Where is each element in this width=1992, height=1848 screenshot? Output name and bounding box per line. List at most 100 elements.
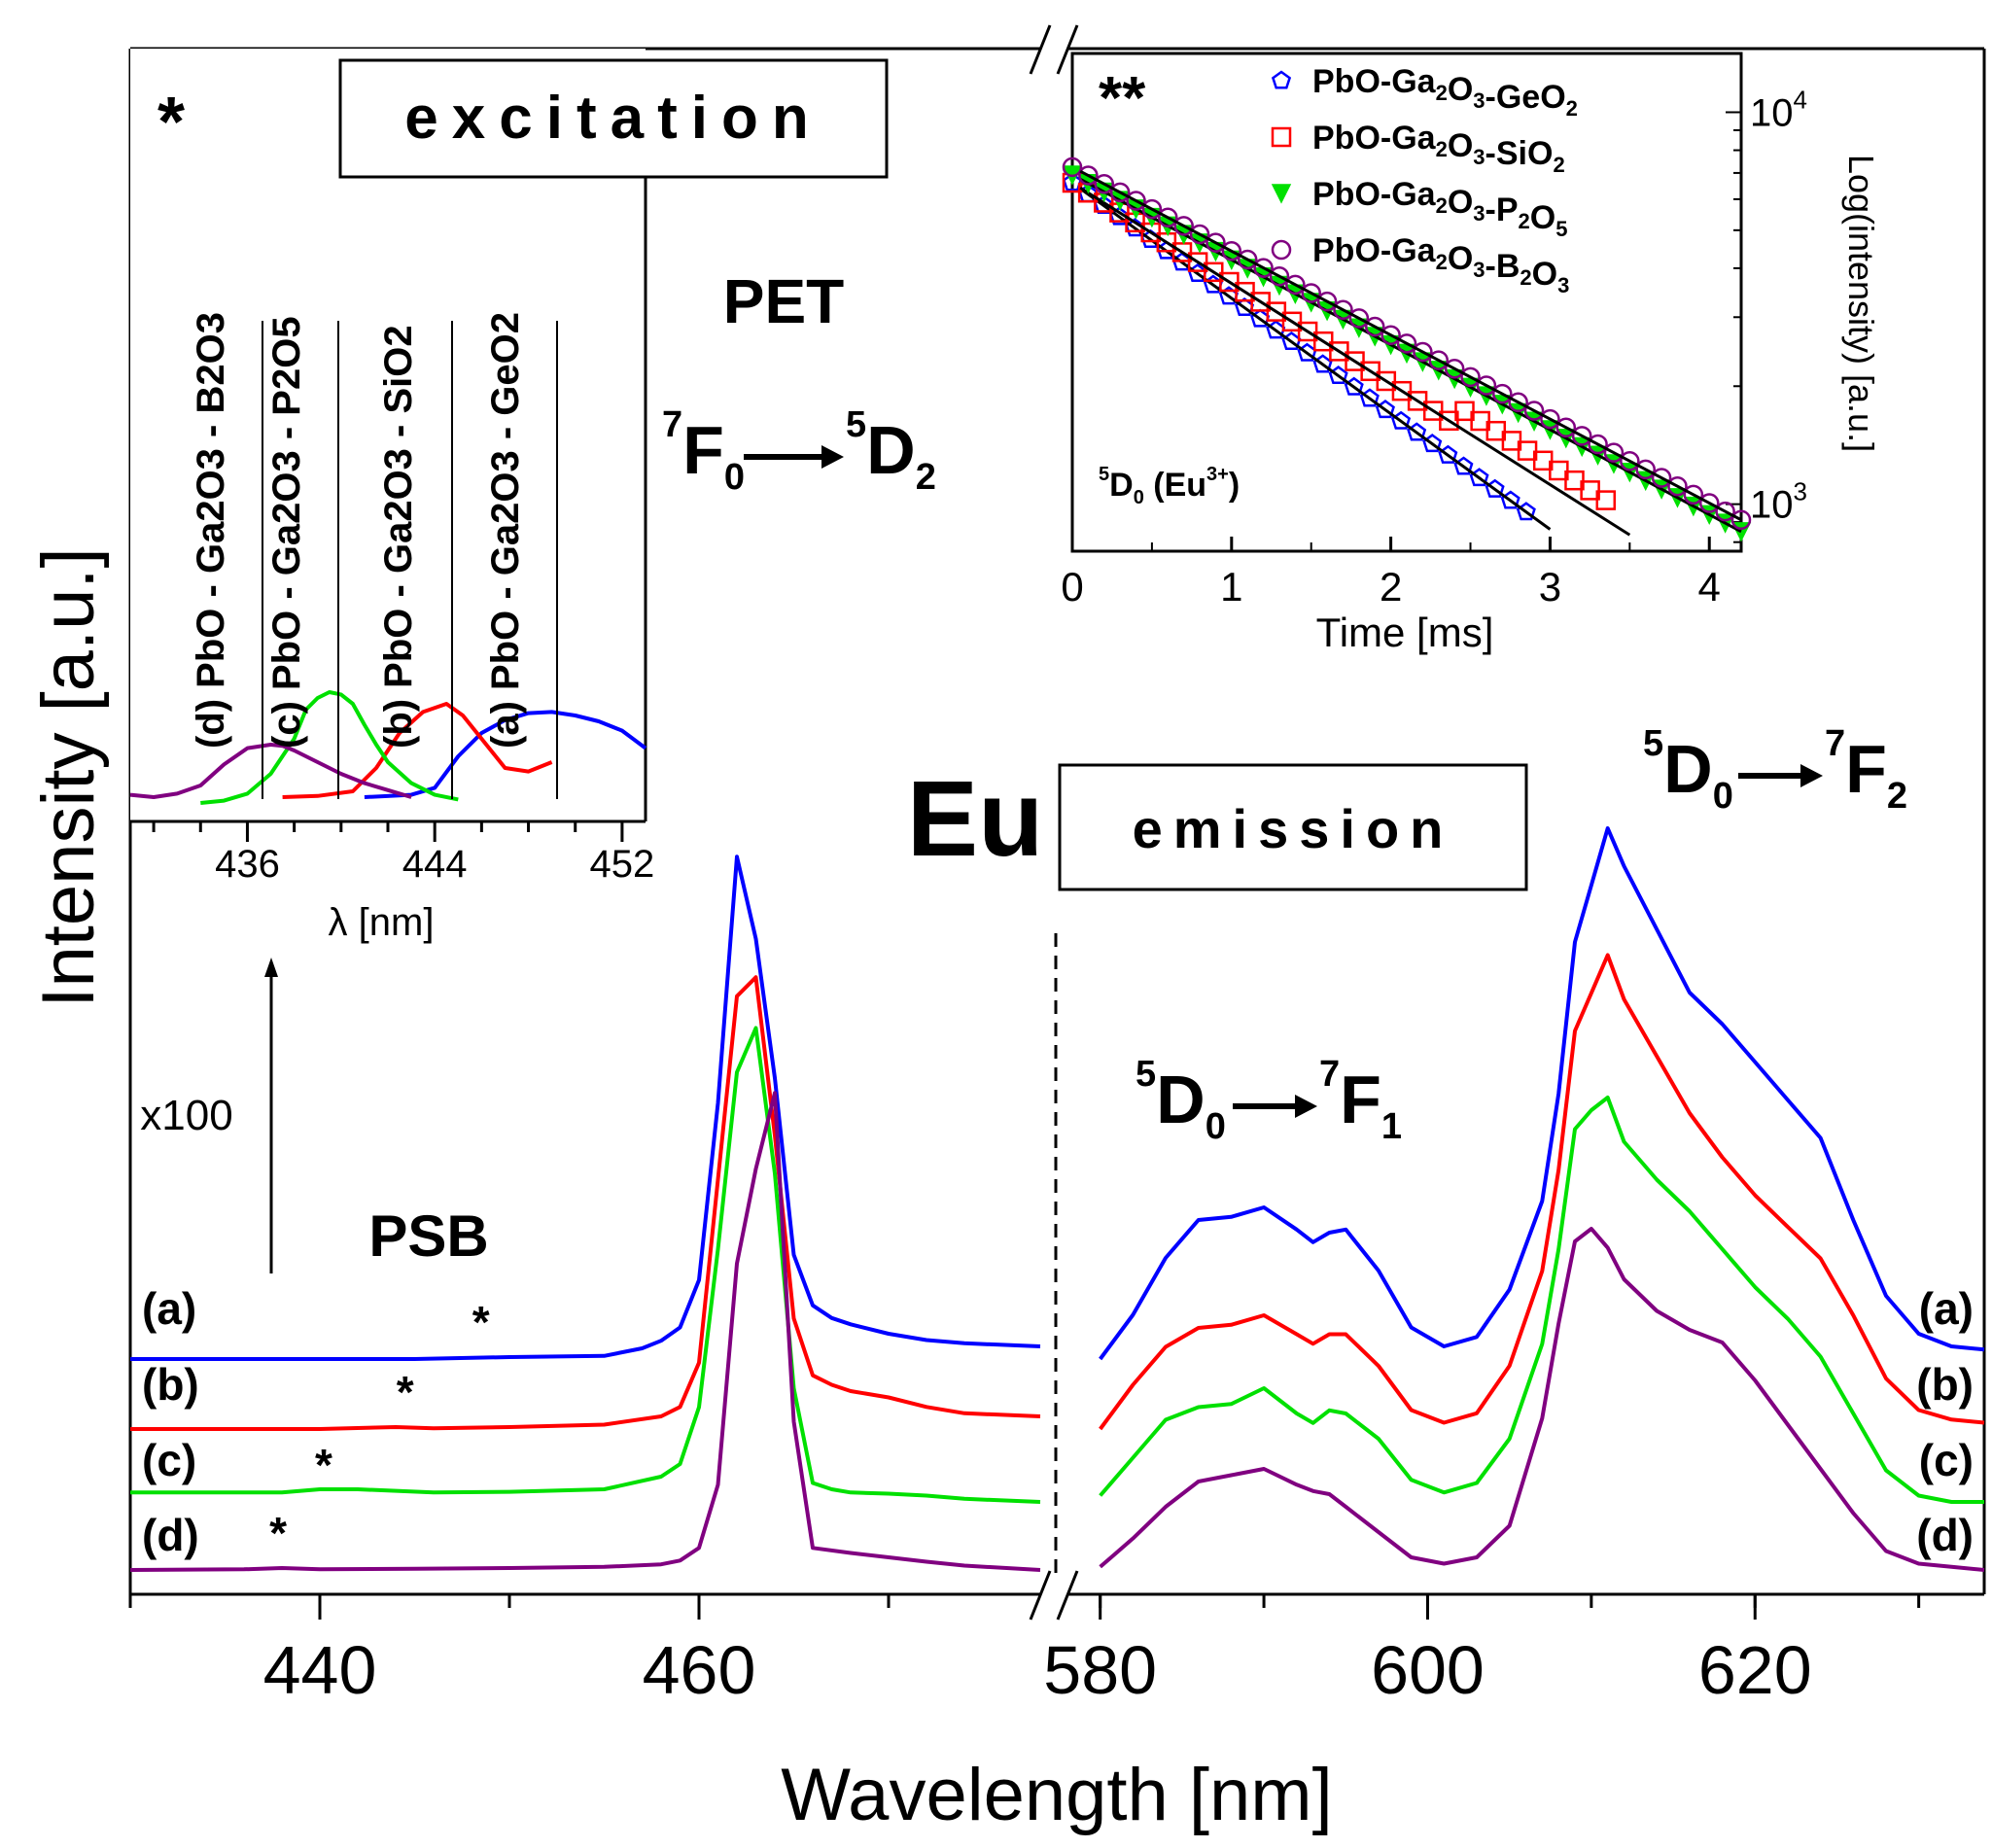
decay-marker-circle	[1508, 392, 1528, 413]
inset-decay-annotation: 5D0 (Eu3+)	[1099, 464, 1240, 508]
decay-marker-circle	[1476, 375, 1497, 396]
inset-excitation-xlabel: λ [nm]	[329, 901, 435, 944]
inset-decay-tick-label-0: 0	[1061, 564, 1083, 610]
decay-marker-circle	[1221, 241, 1242, 262]
psb-stars: * * * *	[269, 1297, 490, 1558]
inset-decay-ytick-label: 103	[1750, 477, 1807, 527]
decay-marker-circle	[1206, 232, 1226, 253]
inset-excitation: excitation * 436 444 452 (d) PbO - Ga2O3 -…	[129, 49, 889, 944]
main-x-ticks: 440 460 580 600 620	[128, 1594, 1921, 1708]
spectrum-emission-c	[1099, 1096, 1984, 1504]
inset-decay: ** 0 1 2 3 4 103 104 PbO-Ga2O3-GeO2PbO-Ga2O3-S…	[1061, 52, 1881, 655]
curve-label-right-d: (d)	[1916, 1510, 1974, 1560]
svg-text:5D2: 5D2	[846, 404, 936, 498]
label-7F0-5D2: 7F0 5D2	[662, 404, 936, 498]
inset-excitation-curve-c	[200, 690, 459, 805]
inset-excitation-tick-label-436: 436	[215, 843, 280, 886]
spectrum-excitation-a	[130, 854, 1041, 1361]
label-5D0-7F1: 5D0 7F1	[1136, 1054, 1402, 1147]
decay-marker-circle	[1364, 316, 1385, 337]
x-tick-label-620: 620	[1698, 1632, 1812, 1708]
x-tick-label-440: 440	[263, 1632, 377, 1708]
decay-marker-circle	[1062, 157, 1083, 178]
curve-labels-right: (a) (b) (c) (d)	[1916, 1283, 1974, 1560]
decay-marker-circle	[1683, 484, 1704, 506]
svg-text:7F1: 7F1	[1319, 1054, 1402, 1147]
decay-marker-circle	[1651, 468, 1672, 488]
y-axis-label: Intensity [a.u.]	[27, 547, 110, 1007]
decay-marker-square	[1595, 490, 1617, 510]
decay-marker-square	[1271, 126, 1292, 148]
inset-peak-label: (a) PbO - Ga2O3 - GeO2	[484, 312, 527, 749]
x-tick-label-580: 580	[1043, 1632, 1157, 1708]
decay-marker-circle	[1173, 216, 1194, 236]
svg-text:5D0: 5D0	[1643, 723, 1733, 817]
inset-decay-legend: PbO-Ga2O3-GeO2PbO-Ga2O3-SiO2PbO-Ga2O3-P2…	[1271, 63, 1578, 297]
decay-marker-circle	[1078, 165, 1099, 186]
curve-label-left-b: (b)	[142, 1359, 199, 1410]
decay-marker-circle	[1428, 350, 1450, 370]
decay-marker-circle	[1460, 366, 1481, 388]
element-label: Eu	[907, 759, 1044, 879]
inset-decay-tick-label-3: 3	[1539, 564, 1561, 610]
inset-excitation-curve-a	[364, 710, 647, 799]
decay-marker-circle	[1540, 408, 1560, 430]
legend-entry: PbO-Ga2O3-B2O3	[1312, 232, 1569, 297]
decay-marker-circle	[1285, 274, 1306, 296]
psb-star-c: *	[315, 1440, 332, 1490]
decay-marker-circle	[1603, 442, 1625, 463]
x-axis-label: Wavelength [nm]	[781, 1754, 1332, 1836]
decay-marker-circle	[1667, 475, 1688, 497]
label-5D0-7F2: 5D0 7F2	[1643, 723, 1907, 817]
decay-marker-circle	[1588, 434, 1608, 455]
decay-marker-circle	[1253, 258, 1274, 278]
decay-marker-circle	[1271, 239, 1292, 261]
decay-marker-pentagon	[1271, 70, 1292, 89]
decay-marker-circle	[1348, 308, 1370, 329]
spectrum-excitation-c	[130, 1026, 1041, 1504]
psb-label: PSB	[368, 1203, 488, 1269]
decay-marker-circle	[1523, 401, 1545, 421]
decay-marker-circle	[1635, 459, 1656, 480]
inset-decay-xlabel: Time [ms]	[1316, 610, 1494, 655]
main-series	[129, 826, 1985, 1572]
spectrum-emission-d	[1099, 1227, 1985, 1572]
spectrum-emission-b	[1099, 953, 1985, 1431]
inset-excitation-curve-b	[282, 702, 553, 799]
svg-text:7F2: 7F2	[1825, 723, 1907, 817]
decay-marker-circle	[1333, 299, 1353, 321]
inset-peak-label: (b) PbO - Ga2O3 - SiO2	[377, 325, 420, 749]
decay-marker-circle	[1380, 325, 1401, 345]
x-tick-label-600: 600	[1371, 1632, 1485, 1708]
psb-star-b: *	[397, 1367, 414, 1417]
decay-marker-circle	[1094, 173, 1115, 194]
curve-label-right-b: (b)	[1916, 1359, 1974, 1410]
svg-text:5D0: 5D0	[1136, 1054, 1226, 1147]
curve-label-left-a: (a)	[142, 1283, 196, 1334]
spectrum-excitation-b	[130, 975, 1041, 1431]
decay-marker-circle	[1396, 333, 1417, 354]
decay-marker-circle	[1571, 426, 1592, 446]
decay-marker-circle	[1109, 182, 1131, 203]
inset-decay-tick-label-4: 4	[1698, 564, 1721, 610]
decay-marker-circle	[1730, 509, 1752, 530]
x-tick-label-460: 460	[643, 1632, 756, 1708]
decay-fit-line	[1079, 186, 1631, 537]
inset-excitation-series	[129, 690, 647, 805]
psb-star-a: *	[472, 1297, 490, 1347]
svg-text:5D0 (Eu3+): 5D0 (Eu3+)	[1099, 464, 1240, 508]
excitation-label-inset: excitation	[404, 85, 821, 152]
inset-excitation-ticks: 436 444 452	[152, 821, 654, 886]
curve-label-left-c: (c)	[142, 1435, 196, 1485]
emission-box: emission	[1058, 763, 1528, 891]
x100-arrow	[264, 958, 278, 1273]
inset-decay-tick-label-2: 2	[1380, 564, 1402, 610]
decay-marker-circle	[1316, 291, 1338, 312]
inset-excitation-peak-labels: (d) PbO - Ga2O3 - B2O3 (c) PbO - Ga2O3 - …	[190, 312, 558, 799]
decay-marker-circle	[1555, 417, 1577, 437]
decay-marker-circle	[1444, 358, 1465, 379]
legend-entry: PbO-Ga2O3-GeO2	[1312, 63, 1578, 121]
curve-label-right-a: (a)	[1919, 1283, 1974, 1334]
decay-marker-circle	[1126, 191, 1146, 211]
